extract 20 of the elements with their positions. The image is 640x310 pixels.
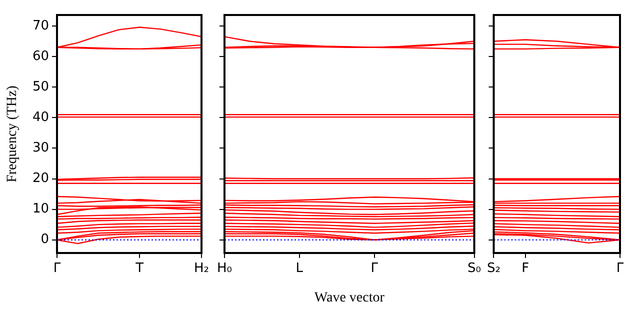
x-tick-label: H₀ — [216, 261, 232, 276]
x-tick-label: T — [134, 261, 144, 276]
y-axis-title: Frequency (THz) — [5, 85, 20, 182]
y-tick-label: 60 — [32, 48, 49, 64]
y-tick-label: 50 — [32, 79, 49, 94]
y-tick-label: 40 — [32, 110, 49, 126]
y-tick-label: 30 — [32, 140, 49, 156]
x-tick-label: Γ — [370, 261, 379, 276]
x-tick-label: Γ — [616, 261, 624, 276]
x-tick-label: Γ — [53, 261, 62, 276]
x-tick-label: S₀ — [468, 261, 482, 276]
x-tick-label: F — [522, 261, 530, 276]
y-tick-label: 0 — [40, 232, 49, 248]
x-tick-label: L — [296, 261, 304, 276]
x-axis-title: Wave vector — [314, 290, 385, 306]
x-tick-label: H₂ — [194, 261, 210, 276]
x-tick-label: S₂ — [486, 261, 500, 276]
y-tick-label: 70 — [32, 18, 49, 34]
y-tick-label: 10 — [32, 202, 49, 217]
y-tick-label: 20 — [32, 171, 49, 186]
